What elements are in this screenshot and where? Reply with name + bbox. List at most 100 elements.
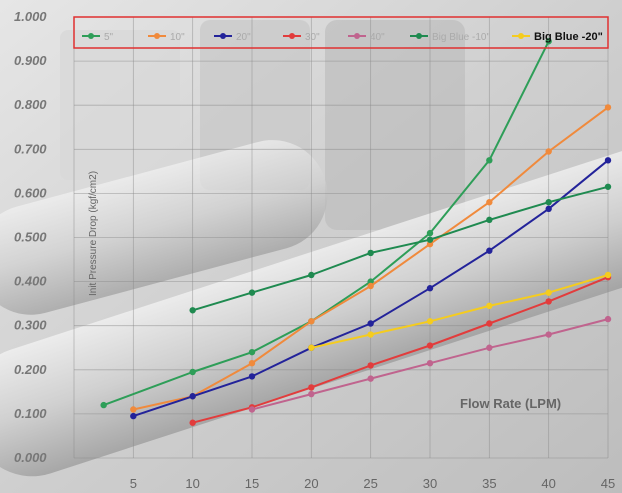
y-axis-label: Init Pressure Drop (kgf/cm2) <box>88 171 99 296</box>
series-line <box>103 40 550 407</box>
data-point <box>604 271 612 279</box>
y-tick-label: 0.600 <box>14 185 47 200</box>
data-point <box>308 390 315 398</box>
legend-marker <box>88 33 94 39</box>
data-point <box>248 359 256 367</box>
y-tick-label: 0.200 <box>14 362 47 377</box>
legend-item: Big Blue -20" <box>512 31 603 43</box>
data-point <box>545 148 552 155</box>
data-point <box>486 247 493 254</box>
legend-label: 10" <box>170 32 185 43</box>
legend-frame <box>73 16 609 49</box>
data-point <box>604 157 612 164</box>
data-point <box>604 315 612 323</box>
x-tick-label: 25 <box>363 476 377 491</box>
series-line <box>192 185 609 312</box>
data-point <box>604 104 612 111</box>
x-axis-ticks: 5 10 15 20 25 30 35 40 45 <box>130 476 616 491</box>
data-point <box>426 359 434 367</box>
data-point <box>248 348 256 356</box>
y-axis-ticks: 0.000 0.100 0.200 0.300 0.400 0.500 0.600 0.700… <box>14 9 47 465</box>
y-tick-label: 0.400 <box>14 274 47 289</box>
data-point <box>545 38 552 45</box>
data-point <box>367 320 374 327</box>
data-point <box>367 278 374 285</box>
legend-label: 30" <box>305 32 320 43</box>
data-point <box>426 342 434 349</box>
grid-lines <box>73 16 609 459</box>
data-point <box>426 285 434 292</box>
data-point <box>308 384 315 391</box>
legend-item: Big Blue -10" <box>410 32 490 43</box>
legend-marker <box>220 33 226 39</box>
data-point <box>248 373 256 380</box>
series-1 <box>130 104 612 413</box>
data-point <box>486 320 493 327</box>
data-point <box>367 249 374 257</box>
data-point <box>426 229 434 237</box>
data-point <box>545 199 552 206</box>
x-axis-label: Flow Rate (LPM) <box>460 396 561 411</box>
data-point <box>189 368 196 376</box>
legend-marker <box>518 33 524 39</box>
legend-item: 10" <box>148 32 185 43</box>
y-tick-label: 0.100 <box>14 406 47 421</box>
data-point <box>545 298 552 305</box>
legend: 5" 10" 20" 30" 40" Big Blue -10" Big Blue -20" <box>73 16 609 49</box>
data-point <box>308 271 315 279</box>
data-point <box>486 302 493 310</box>
data-point <box>486 216 493 224</box>
y-tick-label: 0.500 <box>14 230 47 245</box>
series-6 <box>308 271 612 351</box>
legend-label: Big Blue -10" <box>432 32 490 43</box>
legend-label: 40" <box>370 32 385 43</box>
y-tick-label: 0.900 <box>14 53 47 68</box>
data-point <box>367 282 374 290</box>
y-tick-label: 0.300 <box>14 318 47 333</box>
legend-label: 20" <box>236 32 251 43</box>
x-tick-label: 35 <box>482 476 496 491</box>
legend-marker <box>289 33 295 39</box>
legend-marker <box>154 33 160 39</box>
data-point <box>367 331 374 338</box>
series-line <box>311 274 609 349</box>
x-tick-label: 30 <box>423 476 437 491</box>
legend-item: 30" <box>283 32 320 43</box>
data-point <box>604 183 612 190</box>
data-point <box>248 406 256 413</box>
data-point <box>189 307 196 314</box>
x-tick-label: 10 <box>185 476 199 491</box>
x-tick-label: 40 <box>541 476 555 491</box>
data-point <box>248 289 256 296</box>
series-lines <box>100 38 612 426</box>
data-point <box>545 289 552 296</box>
data-point <box>130 412 137 420</box>
y-tick-label: 1.000 <box>14 9 47 24</box>
data-point <box>189 393 196 400</box>
legend-marker <box>354 33 360 39</box>
data-point <box>130 406 137 413</box>
legend-label: 5" <box>104 32 114 43</box>
data-point <box>545 331 552 338</box>
y-tick-label: 0.800 <box>14 97 47 112</box>
data-point <box>367 375 374 382</box>
series-5 <box>189 183 612 314</box>
data-point <box>545 205 552 213</box>
data-point <box>308 318 315 325</box>
data-point <box>486 344 493 351</box>
y-tick-label: 0.700 <box>14 141 47 156</box>
data-point <box>189 419 196 426</box>
x-tick-label: 45 <box>601 476 615 491</box>
legend-item: 40" <box>348 32 385 43</box>
data-point <box>100 401 107 409</box>
y-tick-label: 0.000 <box>14 450 47 465</box>
x-tick-label: 5 <box>130 476 137 491</box>
series-4 <box>248 315 612 413</box>
x-tick-label: 20 <box>304 476 318 491</box>
legend-item: 5" <box>82 32 114 43</box>
data-point <box>486 199 493 206</box>
data-point <box>308 344 315 351</box>
x-tick-label: 15 <box>245 476 259 491</box>
